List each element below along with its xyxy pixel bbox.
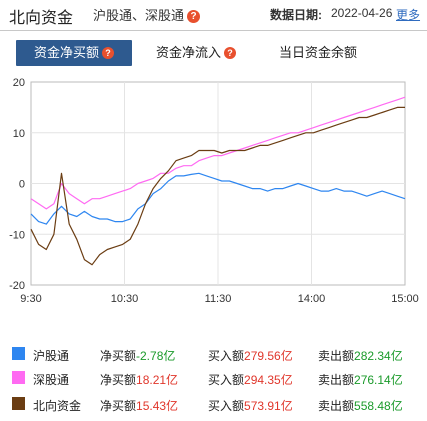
legend-row: 沪股通 净买额-2.78亿 买入额279.56亿 卖出额282.34亿: [0, 344, 427, 364]
buy-amount-value: 573.91亿: [244, 399, 293, 413]
help-icon[interactable]: ?: [187, 10, 201, 23]
page-title: 北向资金: [9, 10, 74, 27]
more-link[interactable]: 更多: [396, 8, 421, 22]
header: 北向资金 沪股通、深股通? 数据日期: 2022-04-26 更多: [0, 0, 427, 30]
legend-swatch: [12, 347, 25, 360]
buy-amount-label: 买入额: [208, 373, 245, 387]
buy-amount-metric: 买入额294.35亿: [208, 371, 293, 388]
sell-amount-metric: 卖出额276.14亿: [318, 371, 403, 388]
sell-amount-metric: 卖出额558.48亿: [318, 397, 403, 414]
net-buy-value: 18.21亿: [136, 373, 179, 387]
sell-amount-value: 276.14亿: [354, 373, 403, 387]
net-buy-metric: 净买额18.21亿: [100, 371, 178, 388]
y-tick-label: -20: [9, 280, 25, 292]
tab-balance[interactable]: 当日资金余额: [268, 40, 368, 66]
legend-series-name: 北向资金: [33, 399, 82, 413]
series-line-2: [30, 106, 405, 266]
buy-amount-value: 279.56亿: [244, 349, 293, 363]
sell-amount-metric: 卖出额282.34亿: [318, 347, 403, 364]
net-buy-metric: 净买额-2.78亿: [100, 347, 175, 364]
subtitle-text: 沪股通、深股通: [93, 8, 185, 23]
legend-row: 深股通 净买额18.21亿 买入额294.35亿 卖出额276.14亿: [0, 368, 427, 388]
buy-amount-label: 买入额: [208, 349, 245, 363]
sell-amount-label: 卖出额: [318, 349, 355, 363]
tab-net-buy[interactable]: 资金净买额?: [16, 40, 132, 66]
legend-swatch: [12, 371, 25, 384]
net-buy-value: 15.43亿: [136, 399, 179, 413]
tab-balance-label: 当日资金余额: [278, 45, 357, 60]
line-chart: 20 10 0 -10 -209:30 10:30 11:30 14:00 15:00: [9, 77, 419, 305]
page-subtitle: 沪股通、深股通?: [93, 5, 201, 24]
x-tick-label: 11:30: [205, 293, 232, 305]
legend-row: 北向资金 净买额15.43亿 买入额573.91亿 卖出额558.48亿: [0, 394, 427, 414]
legend-swatch: [12, 397, 25, 410]
buy-amount-metric: 买入额573.91亿: [208, 397, 293, 414]
net-buy-value: -2.78亿: [136, 349, 176, 363]
x-tick-label: 15:00: [391, 293, 419, 305]
x-tick-label: 14:00: [298, 293, 326, 305]
sell-amount-label: 卖出额: [318, 399, 355, 413]
net-buy-metric: 净买额15.43亿: [100, 397, 178, 414]
sell-amount-value: 282.34亿: [354, 349, 403, 363]
sell-amount-value: 558.48亿: [354, 399, 403, 413]
sell-amount-label: 卖出额: [318, 373, 355, 387]
tab-net-buy-label: 资金净买额: [33, 45, 99, 60]
net-buy-label: 净买额: [100, 349, 137, 363]
x-tick-label: 10:30: [111, 293, 139, 305]
y-tick-label: 20: [13, 77, 25, 89]
series-line-1: [30, 96, 406, 210]
buy-amount-metric: 买入额279.56亿: [208, 347, 293, 364]
tab-bar: 资金净买额? 资金净流入? 当日资金余额: [0, 40, 427, 66]
y-tick-label: 0: [19, 179, 25, 191]
date-label: 数据日期:: [270, 8, 322, 22]
date-value: 2022-04-26: [331, 6, 393, 20]
x-tick-label: 9:30: [20, 293, 41, 305]
tab-net-inflow[interactable]: 资金净流入?: [146, 40, 246, 66]
buy-amount-label: 买入额: [208, 399, 245, 413]
tab-net-inflow-label: 资金净流入: [155, 45, 221, 60]
header-divider: [0, 30, 427, 31]
y-tick-label: 10: [13, 128, 25, 140]
net-buy-label: 净买额: [100, 373, 137, 387]
net-buy-label: 净买额: [100, 399, 137, 413]
buy-amount-value: 294.35亿: [244, 373, 293, 387]
legend-series-name: 沪股通: [33, 349, 70, 363]
legend-series-name: 深股通: [33, 373, 70, 387]
y-tick-label: -10: [9, 229, 25, 241]
series-line-0: [30, 172, 406, 225]
help-icon[interactable]: ?: [102, 47, 114, 59]
help-icon[interactable]: ?: [224, 47, 236, 59]
